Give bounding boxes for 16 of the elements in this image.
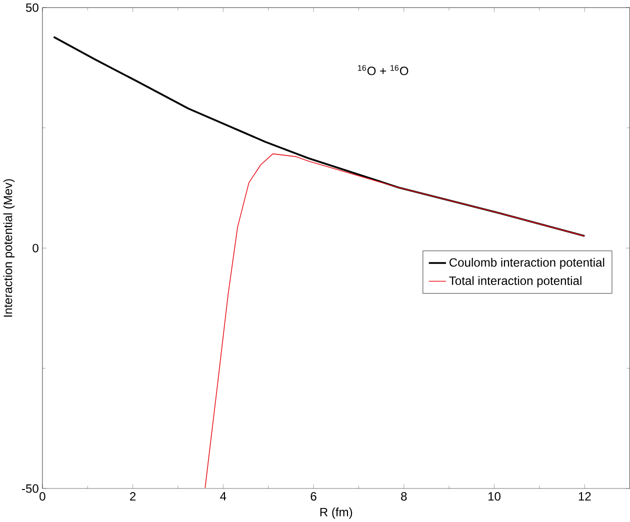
line-series <box>52 36 586 237</box>
y-tick-label: 0 <box>32 244 38 252</box>
x-tick-label: 12 <box>578 492 591 500</box>
y-tick-label: 50 <box>26 3 38 12</box>
y-tick-label: -50 <box>22 484 38 493</box>
x-tick-label: 6 <box>310 492 316 501</box>
legend-label: Total interaction potential <box>449 276 582 288</box>
y-axis-title: Interaction potential (Mev) <box>3 179 15 317</box>
legend-label: Coulomb interaction potential <box>450 258 604 270</box>
x-tick-label: 0 <box>40 492 46 501</box>
x-tick-label: 10 <box>488 492 500 501</box>
x-tick-label: 4 <box>220 492 226 500</box>
x-axis-title: R (fm) <box>320 507 352 519</box>
x-tick-label: 2 <box>130 492 136 500</box>
annotation: $^{16}$O + $^{16}$O <box>358 65 408 76</box>
x-tick-label: 8 <box>401 492 407 501</box>
